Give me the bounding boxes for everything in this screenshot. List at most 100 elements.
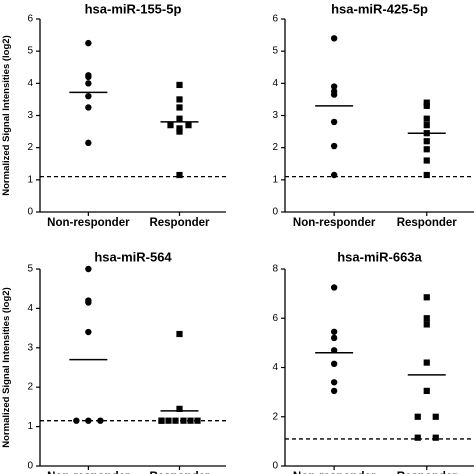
y-tick-label: 4	[272, 78, 278, 89]
chart-title: hsa-miR-425-5p	[331, 2, 428, 17]
y-tick-label: 2	[27, 142, 33, 153]
data-point-responder	[180, 417, 187, 424]
data-point-nonresponder	[85, 299, 92, 306]
data-point-nonresponder	[330, 379, 338, 386]
data-point-nonresponder	[73, 417, 80, 424]
y-tick-label: 4	[27, 303, 33, 314]
chart-panel-1: hsa-miR-155-5p Normalized Signal Intensit…	[1, 2, 226, 229]
data-point-nonresponder	[330, 118, 338, 126]
data-point-responder	[432, 434, 439, 441]
chart-title: hsa-miR-155-5p	[85, 2, 182, 17]
y-tick-label: 2	[272, 411, 278, 422]
data-point-responder	[176, 81, 183, 89]
x-category-label: Responder	[149, 217, 210, 229]
chart-title: hsa-miR-564	[94, 250, 172, 265]
x-category-label: Non-responder	[47, 471, 130, 474]
data-point-nonresponder	[85, 80, 92, 87]
data-point-nonresponder	[330, 387, 338, 395]
chart-panel-2: hsa-miR-425-5p 0 1 2 3 4 5 6 Non-responder Respon…	[272, 2, 474, 229]
data-point-nonresponder	[85, 72, 92, 79]
chart-panel-3: hsa-miR-564 Normalized Signal Intensities…	[1, 250, 226, 474]
data-point-responder	[423, 171, 430, 179]
data-point-responder	[176, 96, 183, 103]
data-point-nonresponder	[85, 139, 92, 147]
data-point-responder	[423, 102, 430, 109]
y-tick-label: 8	[272, 264, 278, 275]
data-point-responder	[172, 417, 179, 424]
data-point-responder	[187, 417, 194, 424]
data-point-nonresponder	[85, 104, 92, 111]
y-tick-label: 3	[27, 110, 33, 121]
data-point-responder	[165, 417, 172, 424]
data-point-responder	[194, 417, 201, 424]
data-point-nonresponder	[97, 417, 104, 424]
data-point-responder	[432, 413, 439, 420]
data-point-nonresponder	[85, 39, 92, 47]
y-tick-label: 6	[27, 14, 33, 25]
data-point-nonresponder	[85, 93, 92, 100]
data-point-responder	[158, 417, 165, 424]
y-axis-label: Normalized Signal Intensities (log2)	[1, 35, 12, 195]
data-point-responder	[423, 315, 430, 322]
chart-title: hsa-miR-663a	[337, 250, 422, 265]
data-point-responder	[423, 99, 430, 106]
data-point-nonresponder	[330, 334, 338, 342]
data-point-nonresponder	[330, 347, 338, 354]
data-point-responder	[176, 330, 183, 338]
data-point-nonresponder	[330, 328, 338, 335]
y-tick-label: 3	[27, 342, 33, 353]
data-point-nonresponder	[330, 91, 338, 98]
x-category-label: Non-responder	[293, 217, 376, 229]
data-point-nonresponder	[85, 417, 92, 424]
data-point-responder	[414, 434, 421, 441]
y-tick-label: 4	[27, 78, 33, 89]
y-tick-label: 5	[27, 46, 33, 57]
data-point-responder	[414, 413, 421, 420]
data-point-responder	[423, 387, 430, 394]
y-axis-label: Normalized Signal Intensities (log2)	[1, 287, 12, 447]
data-point-responder	[423, 115, 430, 122]
data-point-responder	[167, 122, 174, 129]
y-tick-label: 0	[272, 207, 278, 218]
chart-panel-4: hsa-miR-663a 0 2 4 6 8 Non-responder Responder	[272, 250, 474, 474]
data-point-nonresponder	[330, 142, 338, 150]
y-tick-label: 1	[27, 421, 33, 432]
data-point-responder	[423, 138, 430, 145]
y-tick-label: 2	[27, 382, 33, 393]
x-category-label: Responder	[397, 217, 458, 229]
data-point-responder	[423, 122, 430, 129]
data-point-responder	[423, 157, 430, 164]
data-point-nonresponder	[330, 35, 338, 42]
y-tick-label: 0	[272, 461, 278, 472]
y-tick-label: 6	[272, 14, 278, 25]
y-tick-label: 5	[272, 46, 278, 57]
data-point-nonresponder	[330, 360, 338, 368]
y-tick-label: 0	[27, 461, 33, 472]
data-point-responder	[176, 104, 183, 111]
y-tick-label: 1	[272, 174, 278, 185]
data-point-nonresponder	[85, 265, 92, 273]
data-point-responder	[176, 125, 183, 132]
y-tick-label: 4	[272, 362, 278, 373]
data-point-responder	[176, 171, 183, 179]
data-point-nonresponder	[330, 171, 338, 179]
y-tick-label: 2	[272, 142, 278, 153]
y-tick-label: 1	[27, 174, 33, 185]
x-category-label: Responder	[397, 471, 458, 474]
y-tick-label: 3	[272, 110, 278, 121]
data-point-responder	[176, 128, 183, 135]
y-tick-label: 0	[27, 207, 33, 218]
x-category-label: Non-responder	[293, 471, 376, 474]
y-tick-label: 6	[272, 313, 278, 324]
x-category-label: Non-responder	[47, 217, 130, 229]
data-point-responder	[423, 146, 430, 153]
data-point-nonresponder	[330, 83, 338, 90]
data-point-responder	[423, 359, 430, 366]
y-tick-label: 5	[27, 264, 33, 275]
data-point-responder	[176, 405, 183, 412]
data-point-responder	[176, 115, 183, 122]
data-point-nonresponder	[330, 284, 338, 291]
data-point-responder	[185, 122, 192, 129]
x-category-label: Responder	[149, 471, 210, 474]
